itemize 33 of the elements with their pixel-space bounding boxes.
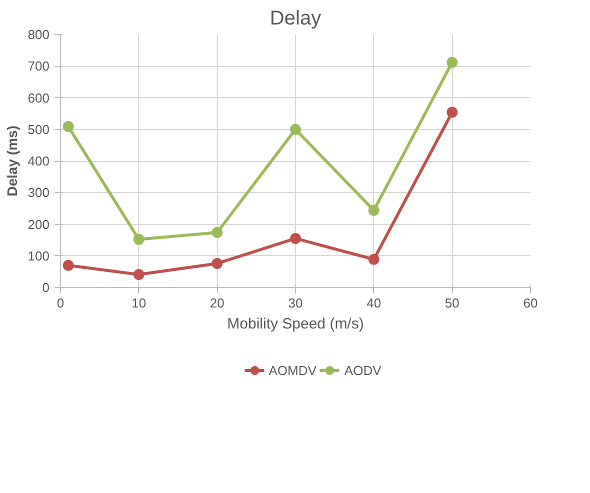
x-tick-label: 60 — [523, 296, 538, 310]
point — [212, 258, 223, 269]
x-tick-label: 50 — [444, 296, 460, 310]
y-tick-label: 0 — [42, 280, 50, 295]
x-tick-label: 40 — [366, 296, 382, 310]
y-axis-title: Delay (ms) — [4, 126, 20, 196]
point — [133, 234, 144, 245]
y-tick-label: 500 — [28, 122, 50, 137]
legend-label: AODV — [344, 362, 382, 378]
x-tick-label: 30 — [288, 296, 303, 310]
point — [368, 254, 380, 265]
y-tick-label: 400 — [28, 154, 50, 168]
legend-label: AOMDV — [268, 362, 316, 378]
point — [212, 226, 223, 238]
point — [290, 124, 301, 135]
point — [62, 260, 74, 271]
chart-title: Delay — [270, 8, 322, 30]
point — [290, 232, 301, 244]
x-tick-label: 20 — [210, 296, 224, 310]
x-tick-label: 0 — [56, 296, 64, 310]
y-tick-label: 800 — [28, 27, 50, 42]
point — [133, 269, 144, 280]
y-tick-label: 200 — [28, 216, 50, 232]
x-tick-label: 10 — [132, 296, 146, 310]
point — [62, 121, 74, 132]
point — [368, 204, 380, 216]
y-tick-label: 700 — [28, 58, 50, 74]
y-tick-label: 100 — [28, 248, 50, 264]
point — [446, 106, 458, 118]
x-axis-title: Mobility Speed (m/s) — [227, 316, 364, 332]
y-tick-label: 600 — [28, 90, 50, 106]
y-tick-label: 300 — [28, 185, 50, 200]
point — [446, 56, 458, 68]
